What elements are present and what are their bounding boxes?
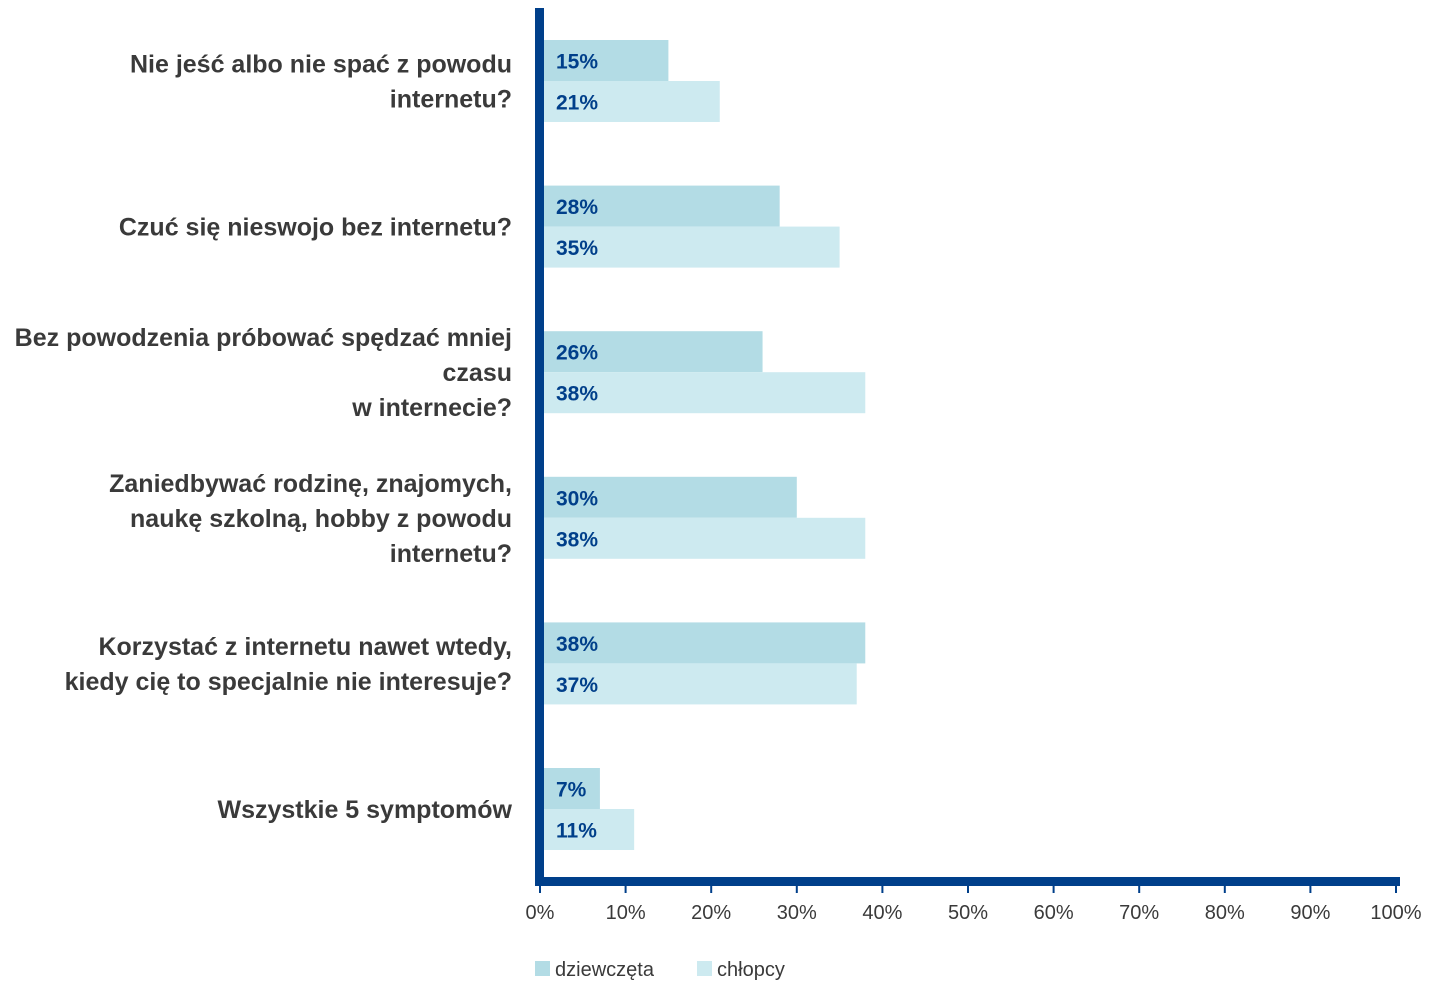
x-tick-label: 80% <box>1205 902 1245 924</box>
legend-label: dziewczęta <box>555 959 655 981</box>
legend-label: chłopcy <box>717 959 785 981</box>
bar-series1-cat6 <box>540 768 600 809</box>
bar-value-label: 38% <box>556 528 598 551</box>
bar-series2-cat6 <box>540 809 635 850</box>
x-tick-label: 30% <box>777 902 817 924</box>
x-tick-label: 10% <box>606 902 646 924</box>
category-label: Nie jeść albo nie spać z powodu internetu… <box>130 51 512 114</box>
category-label-line: internetu? <box>390 86 512 114</box>
bar-series2-cat1 <box>540 81 720 122</box>
bar-value-label: 35% <box>556 237 598 260</box>
y-axis-line <box>535 8 544 886</box>
bar-series2-cat4 <box>540 517 866 559</box>
category-label-line: Korzystać z internetu nawet wtedy, <box>98 633 512 661</box>
category-label-line: Czuć się nieswojo bez internetu? <box>119 214 512 242</box>
bar-series2-cat2 <box>540 226 840 268</box>
category-label: Bez powodzenia próbować spędzać mniej cza… <box>15 324 512 422</box>
category-label-line: kiedy cię to specjalnie nie interesuje? <box>65 668 512 696</box>
x-tick-label: 20% <box>691 902 731 924</box>
x-axis-line <box>535 877 1400 886</box>
bar-value-label: 38% <box>556 383 598 406</box>
bar-value-label: 15% <box>556 51 598 74</box>
legend-swatch <box>697 961 712 976</box>
category-label: Zaniedbywać rodzinę, znajomych, naukę szk… <box>109 470 512 568</box>
x-tick-label: 70% <box>1119 902 1159 924</box>
category-labels-layer: Nie jeść albo nie spać z powodu internetu… <box>15 51 513 825</box>
category-label: Czuć się nieswojo bez internetu? <box>119 214 512 242</box>
x-tick-label: 50% <box>948 902 988 924</box>
bar-series2-cat5 <box>540 663 857 705</box>
category-label-line: internetu? <box>390 540 512 568</box>
bar-series1-cat4 <box>540 476 797 518</box>
category-label-line: w internecie? <box>351 394 512 422</box>
axes-layer <box>535 8 1400 886</box>
legend-swatch <box>535 961 550 976</box>
category-label-line: naukę szkolną, hobby z powodu <box>130 505 512 533</box>
bar-series1-cat2 <box>540 185 780 227</box>
bar-value-label: 28% <box>556 196 598 219</box>
bar-value-label: 26% <box>556 342 598 365</box>
bar-value-label: 38% <box>556 633 598 656</box>
x-tick-label: 90% <box>1290 902 1330 924</box>
bar-series1-cat3 <box>540 331 763 373</box>
bar-series1-cat1 <box>540 40 669 81</box>
category-label-line: Nie jeść albo nie spać z powodu <box>130 51 512 79</box>
bar-value-label: 11% <box>556 820 597 843</box>
category-label-line: czasu <box>443 359 512 387</box>
bar-value-label: 30% <box>556 487 598 510</box>
bar-value-label: 37% <box>556 674 598 697</box>
legend: dziewczęta chłopcy <box>535 959 785 981</box>
category-label: Korzystać z internetu nawet wtedy, kiedy … <box>65 633 512 696</box>
bar-value-label: 7% <box>556 779 587 802</box>
x-tick-label: 60% <box>1034 902 1074 924</box>
x-axis-ticks: 0% 10% 20% 30% 40% 50% 60% 70% 80% 90% 100% <box>526 885 1422 924</box>
category-label-line: Bez powodzenia próbować spędzać mniej <box>15 324 512 352</box>
bars-layer: 15% 21% 28% 35% 26% 38% 30% 38% 38% 37% 7% 11% <box>540 40 866 850</box>
bar-value-label: 21% <box>556 92 598 115</box>
category-label-line: Zaniedbywać rodzinę, znajomych, <box>109 470 512 498</box>
category-label: Wszystkie 5 symptomów <box>217 796 512 824</box>
category-label-line: Wszystkie 5 symptomów <box>217 796 512 824</box>
x-tick-label: 100% <box>1370 902 1421 924</box>
bar-series1-cat5 <box>540 622 866 664</box>
x-tick-label: 0% <box>526 902 555 924</box>
bar-series2-cat3 <box>540 372 866 414</box>
x-tick-label: 40% <box>862 902 902 924</box>
